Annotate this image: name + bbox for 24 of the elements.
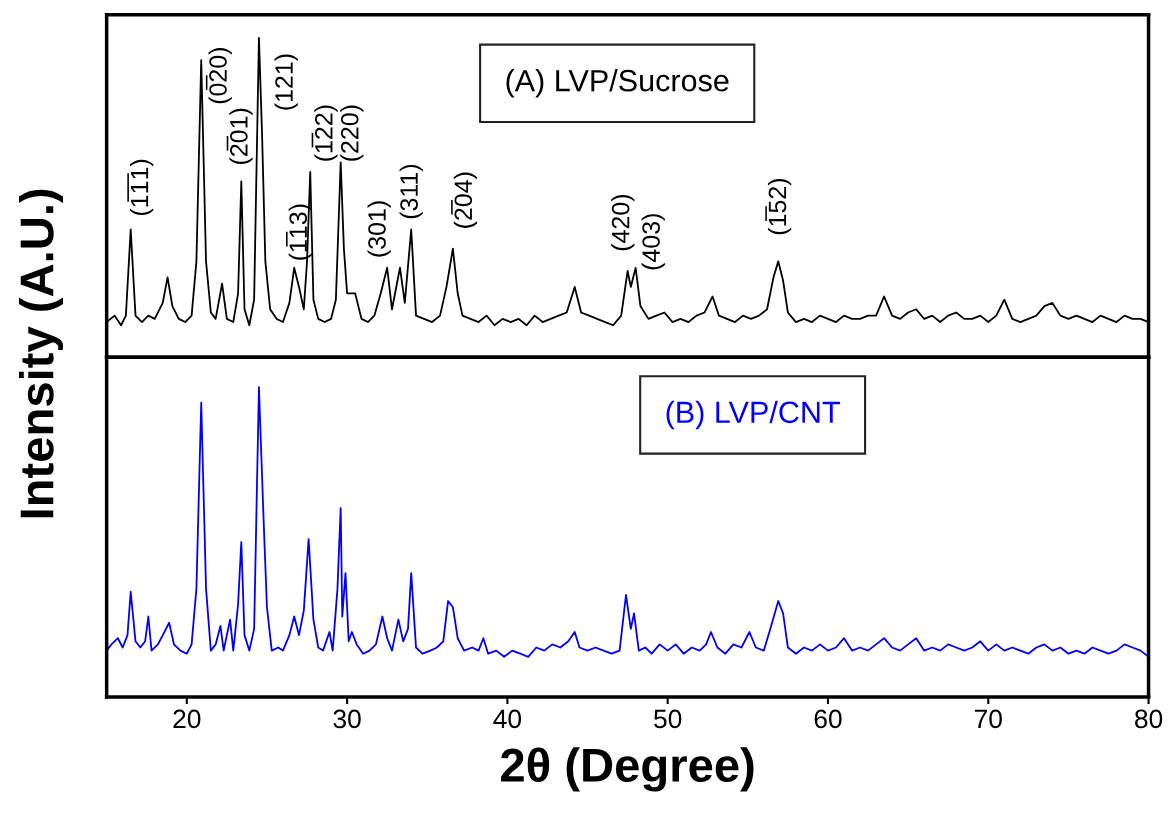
annotation: (420) — [611, 194, 635, 251]
x-tick-label: 60 — [814, 709, 842, 729]
x-tick-label: 30 — [333, 709, 361, 729]
annotation: (1̅1̅1) — [127, 159, 154, 216]
annotation: (1̅52) — [765, 179, 792, 235]
x-tick-label: 40 — [493, 709, 522, 729]
x-tick-label: 70 — [974, 709, 1002, 729]
x-tick-label: 80 — [1135, 709, 1163, 729]
annotation: (311) — [399, 164, 423, 219]
annotation: (121) — [274, 54, 298, 110]
annotation: (403) — [641, 214, 665, 270]
annotation: (220) — [340, 105, 364, 161]
x-axis-title: 2θ (Degree) — [501, 747, 754, 792]
annotation: (1̅13) — [286, 204, 312, 260]
annotation: (1̅22) — [311, 105, 338, 161]
x-tick-label: 50 — [654, 709, 682, 729]
text: (A) LVP/Sucrose — [506, 69, 729, 98]
annotation: (2̅01) — [226, 108, 253, 165]
annotation: (0̅20) — [205, 48, 232, 104]
x-tick-label: 20 — [173, 709, 201, 729]
y-axis-title: Intensity (A.U.) — [19, 189, 64, 518]
annotation: (301) — [367, 201, 391, 257]
text: (B) LVP/CNT — [666, 400, 840, 430]
annotation: (2̅04) — [451, 172, 478, 228]
